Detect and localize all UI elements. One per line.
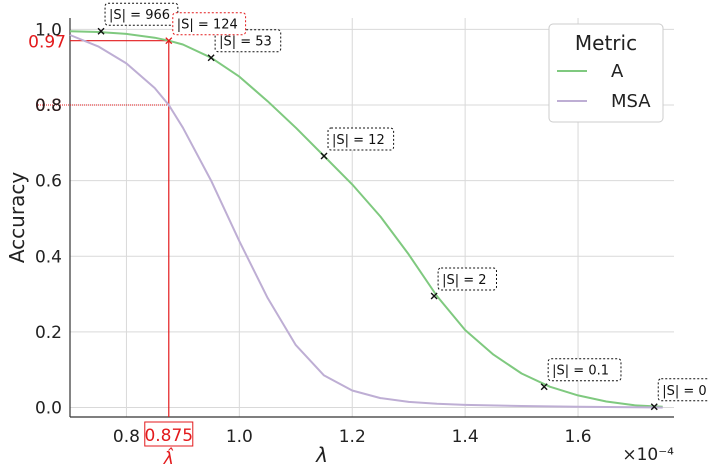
annotation-label: |S| = 0.1 — [552, 364, 609, 379]
annotation-label: |S| = 966 — [109, 8, 170, 23]
x-tick-label: 1.4 — [452, 427, 479, 447]
annotation-label: |S| = 53 — [219, 35, 272, 50]
annotation-marker — [540, 383, 548, 391]
annotation-label: |S| = 124 — [177, 18, 238, 33]
annotation-label: |S| = 0 — [662, 384, 706, 399]
series-lines — [69, 30, 663, 409]
annotation-box — [172, 12, 247, 36]
annotation-marker — [165, 37, 173, 45]
x-tick-label: 1.2 — [339, 427, 366, 447]
lambda-hat-symbol: λ̂ — [163, 446, 174, 469]
annotation-box — [547, 358, 622, 382]
annotation-label: |S| = 12 — [332, 133, 385, 148]
annotation-box — [657, 378, 709, 402]
series-line-msa — [69, 34, 663, 409]
annotation-box — [104, 2, 179, 26]
x-multiplier-label: ×10⁻⁴ — [622, 445, 674, 465]
x-tick-label: 0.8 — [113, 427, 140, 447]
y-tick-label: 1.0 — [35, 20, 62, 40]
series-line-a — [69, 30, 663, 408]
y-tick-label: 0.0 — [35, 399, 62, 419]
annotation-marker — [650, 403, 658, 411]
y-tick-label: 0.4 — [35, 247, 62, 267]
annotation-marker — [97, 27, 105, 35]
msa-value-label: 0.8 — [35, 96, 62, 116]
annotation-label: |S| = 2 — [442, 273, 486, 288]
y-tick-label: 0.2 — [35, 323, 62, 343]
x-tick-label: 1.6 — [565, 427, 592, 447]
annotation-marker — [320, 152, 328, 160]
annotation-box — [437, 267, 497, 291]
x-tick-label: 1.0 — [226, 427, 253, 447]
y-axis-label: Accuracy — [5, 172, 29, 263]
annotation-box — [327, 127, 395, 151]
legend-label: A — [611, 61, 624, 82]
legend: Metric A MSA — [548, 23, 664, 123]
tick-labels: 0.8 1.0 1.2 1.4 1.6 0.0 0.2 0.4 0.6 0.8 1.0 — [35, 20, 592, 447]
acc-value-label: 0.97 — [28, 33, 66, 53]
annotations: |S| = 966 |S| = 53 |S| = 12 |S| = 2 |S| = 0.… — [97, 2, 709, 411]
legend-box — [548, 23, 664, 123]
y-tick-label: 0.8 — [35, 96, 62, 116]
annotation-box — [214, 29, 282, 53]
annotation-marker — [207, 54, 215, 62]
x-axis-label: λ — [315, 443, 328, 467]
legend-title: Metric — [575, 31, 637, 55]
axes — [69, 18, 674, 418]
lambda-hat-value-label: 0.875 — [144, 426, 193, 446]
lambda-hat-box — [144, 421, 194, 447]
y-tick-label: 0.6 — [35, 172, 62, 192]
annotation-marker — [430, 292, 438, 300]
legend-label: MSA — [611, 91, 651, 112]
